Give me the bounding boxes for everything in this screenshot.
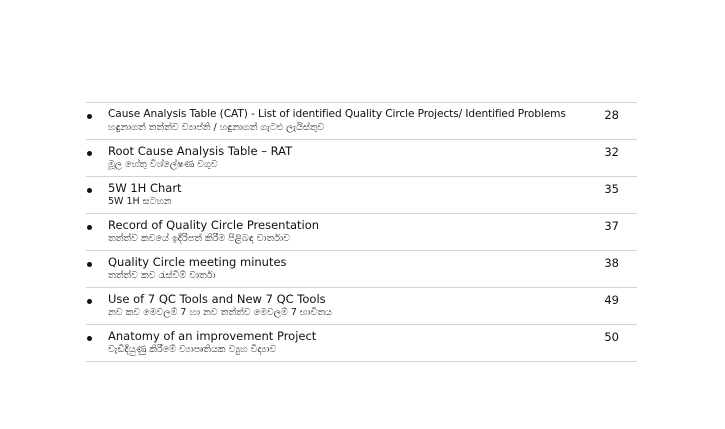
bullet-icon xyxy=(87,151,92,156)
toc-entry[interactable]: 5W 1H Chart 5W 1H සටහන 35 xyxy=(86,177,637,214)
toc-entry-subtitle: තත්ත්ව කව රැස්වීම් වාර්තා xyxy=(108,270,216,281)
toc-entry-subtitle: තත්ත්ව කවයේ ඉදිරිපත් කිරීම පිළිබඳ වාර්තා… xyxy=(108,233,290,244)
bullet-icon xyxy=(87,225,92,230)
toc-entry-page: 38 xyxy=(604,256,619,270)
toc-entry-title: Use of 7 QC Tools and New 7 QC Tools xyxy=(108,292,326,306)
toc-entry-page: 50 xyxy=(604,330,619,344)
toc-entry-title: Root Cause Analysis Table – RAT xyxy=(108,144,293,158)
toc-entry-title: 5W 1H Chart xyxy=(108,181,182,195)
toc-entry[interactable]: Use of 7 QC Tools and New 7 QC Tools නව … xyxy=(86,288,637,325)
toc-entry-page: 32 xyxy=(604,145,619,159)
toc-entry-page: 49 xyxy=(604,293,619,307)
toc-entry-page: 35 xyxy=(604,182,619,196)
bullet-icon xyxy=(87,262,92,267)
bullet-icon xyxy=(87,188,92,193)
toc-entry[interactable]: Record of Quality Circle Presentation තත… xyxy=(86,214,637,251)
bullet-icon xyxy=(87,336,92,341)
toc-entry-subtitle: වැඩිදියුණු කිරීමේ ව්‍යාපෘතියක ව්‍යුහ විද… xyxy=(108,344,277,355)
toc-entry[interactable]: Anatomy of an improvement Project වැඩිදි… xyxy=(86,325,637,362)
toc-entry-subtitle: 5W 1H සටහන xyxy=(108,196,172,207)
toc-entry-title: Record of Quality Circle Presentation xyxy=(108,218,320,232)
toc-entry[interactable]: Quality Circle meeting minutes තත්ත්ව කව… xyxy=(86,251,637,288)
bullet-icon xyxy=(87,299,92,304)
toc-entry-title: Cause Analysis Table (CAT) - List of ide… xyxy=(108,108,566,120)
toc-entry-subtitle: හඳුනාගත් තත්ත්ව ව්‍යාප්ති / හඳුනාගත් ගැට… xyxy=(108,122,325,133)
toc-entry-subtitle: මූල හේතු විශ්ලේෂණ වගුව xyxy=(108,159,218,170)
toc-entry-title: Quality Circle meeting minutes xyxy=(108,255,287,269)
table-of-contents: Cause Analysis Table (CAT) - List of ide… xyxy=(86,102,637,362)
toc-entry-title: Anatomy of an improvement Project xyxy=(108,329,317,343)
toc-entry-page: 28 xyxy=(604,108,619,122)
toc-entry[interactable]: Root Cause Analysis Table – RAT මූල හේතු… xyxy=(86,140,637,177)
bullet-icon xyxy=(87,114,92,119)
toc-entry-page: 37 xyxy=(604,219,619,233)
toc-entry-subtitle: නව කව මෙවලම් 7 හා නව තත්ත්ව මෙවලම් 7 භාව… xyxy=(108,307,332,318)
toc-entry[interactable]: Cause Analysis Table (CAT) - List of ide… xyxy=(86,103,637,140)
